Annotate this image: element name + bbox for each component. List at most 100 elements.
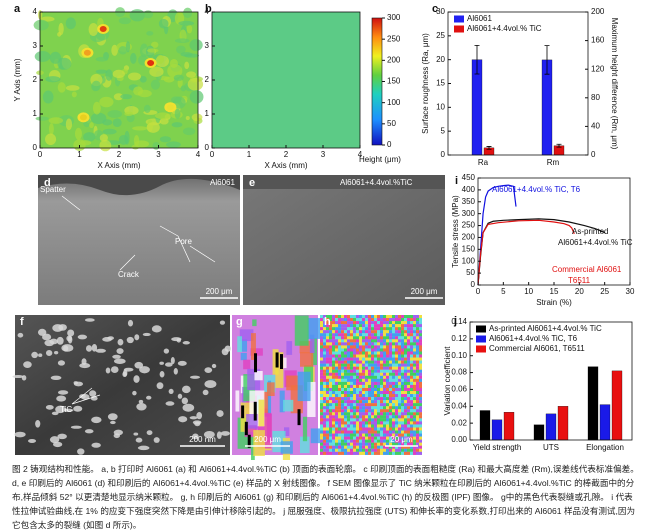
grain: [307, 381, 316, 417]
grain: [338, 400, 341, 404]
x-tick-label: 20: [575, 287, 584, 296]
particle: [57, 433, 67, 440]
grain: [404, 403, 407, 407]
grain: [326, 400, 329, 404]
grain: [335, 384, 338, 389]
grain: [410, 363, 413, 367]
grain: [329, 378, 332, 382]
grain: [386, 448, 389, 452]
grain: [419, 394, 422, 398]
grain: [353, 348, 356, 352]
grain: [413, 336, 416, 340]
grain: [383, 439, 386, 443]
grain: [419, 384, 422, 389]
grain: [395, 366, 398, 370]
grain: [365, 333, 368, 337]
grain: [320, 418, 323, 422]
y2-tick-label: 120: [591, 64, 605, 73]
grain: [413, 387, 416, 392]
grain: [407, 336, 410, 340]
grain: [332, 415, 335, 419]
grain: [341, 400, 344, 404]
map-speckle: [147, 48, 159, 53]
grain: [413, 357, 416, 361]
grain: [374, 384, 377, 389]
grain: [386, 345, 389, 349]
grain: [389, 372, 392, 376]
grain: [398, 327, 401, 331]
grain: [332, 421, 335, 425]
grain: [407, 381, 410, 385]
grain: [344, 318, 347, 322]
grain: [401, 427, 404, 431]
grain: [389, 375, 392, 379]
grain: [353, 436, 356, 440]
grain: [377, 318, 380, 322]
map-speckle: [166, 141, 181, 148]
grain: [323, 418, 326, 422]
grain: [398, 430, 401, 434]
grain: [413, 391, 416, 395]
particle: [53, 350, 59, 355]
particle: [73, 381, 79, 385]
grain: [344, 351, 347, 355]
grain: [410, 436, 413, 440]
grain: [374, 378, 377, 382]
grain: [326, 445, 329, 449]
grain: [320, 442, 323, 446]
grain: [413, 351, 416, 355]
particle: [181, 397, 189, 405]
grain: [326, 439, 329, 443]
grain: [380, 451, 383, 455]
grain: [356, 397, 359, 401]
grain: [353, 372, 356, 376]
y-tick-label: 20: [436, 55, 445, 64]
map-speckle: [180, 52, 193, 57]
particle: [165, 362, 173, 367]
grain: [395, 321, 398, 325]
grain: [350, 394, 353, 398]
grain: [332, 430, 335, 434]
particle: [153, 437, 160, 443]
grain: [395, 451, 398, 455]
grain: [410, 318, 413, 322]
grain: [359, 445, 362, 449]
grain: [365, 436, 368, 440]
grain: [383, 381, 386, 385]
grain: [326, 384, 329, 389]
grain: [389, 427, 392, 431]
grain: [299, 436, 310, 454]
grain: [350, 424, 353, 428]
grain: [338, 415, 341, 419]
grain: [368, 339, 371, 343]
grain: [416, 448, 419, 452]
grain: [416, 384, 419, 389]
grain: [359, 391, 362, 395]
grain: [353, 387, 356, 392]
grain: [362, 366, 365, 370]
grain: [392, 418, 395, 422]
particle: [107, 336, 114, 341]
grain: [341, 378, 344, 382]
grain: [344, 354, 347, 358]
grain: [392, 436, 395, 440]
grain: [371, 427, 374, 431]
grain: [368, 427, 371, 431]
grain: [362, 394, 365, 398]
grain: [350, 427, 353, 431]
crack: [241, 405, 245, 419]
grain: [347, 406, 350, 410]
grain: [371, 333, 374, 337]
grain: [401, 394, 404, 398]
grain: [407, 354, 410, 358]
grain: [320, 394, 323, 398]
grain: [374, 427, 377, 431]
grain: [368, 384, 371, 389]
grain: [419, 421, 422, 425]
map-speckle: [184, 61, 190, 70]
grain: [329, 330, 332, 334]
particle: [116, 348, 124, 354]
map-speckle: [112, 118, 122, 128]
grain: [341, 339, 344, 343]
grain: [344, 315, 347, 319]
